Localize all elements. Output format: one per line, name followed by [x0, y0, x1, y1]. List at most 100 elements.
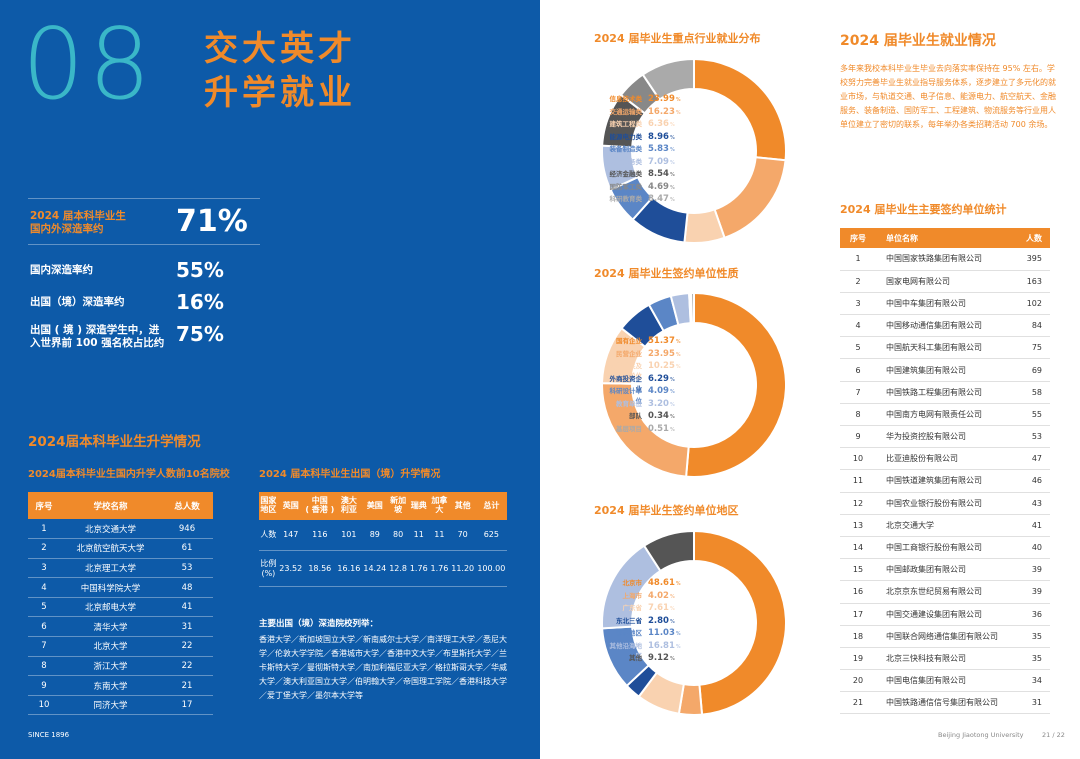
- legend-label: 外商投资企业: [609, 374, 643, 393]
- table-cell: 6: [28, 616, 60, 638]
- employment-title: 2024 届毕业生就业情况: [840, 33, 996, 49]
- divider: [28, 198, 260, 199]
- table-cell: 47: [1010, 447, 1050, 471]
- legend-label: 其他沿海地区: [609, 641, 643, 660]
- legend-label: 政府服务类: [609, 157, 643, 166]
- table-row: 1 中国国家铁路集团有限公司 395: [840, 248, 1050, 271]
- table-cell: 43: [1010, 492, 1050, 515]
- percent-sign: %: [675, 109, 681, 116]
- table-cell: 华为投资控股有限公司: [876, 425, 1010, 449]
- legend-value: 8.54: [648, 169, 669, 179]
- legend-value: 4.09: [648, 386, 669, 396]
- legend-item: 外商投资企业 6.29%: [604, 373, 734, 393]
- table-cell: 41: [1010, 514, 1050, 537]
- table-cell: 中国铁路通信信号集团有限公司: [876, 691, 1010, 715]
- legend-value: 48.61: [648, 578, 675, 588]
- table-cell: 163: [1010, 270, 1050, 293]
- percent-sign: %: [675, 339, 681, 345]
- table-cell: 6: [840, 358, 876, 382]
- legend-value: 7.61: [648, 603, 669, 613]
- universities-list: 主要出国（境）深造院校列举： 香港大学／新加坡国立大学／新南威尔士大学／南洋理工…: [259, 617, 509, 703]
- table-cell: 75: [1010, 336, 1050, 360]
- stat-value: 75%: [176, 322, 224, 346]
- table-header: 澳大 利亚: [335, 492, 362, 520]
- table-cell: 中国工商银行股份有限公司: [876, 536, 1010, 560]
- headline-stat-value: 71%: [176, 204, 248, 239]
- table-row: 9 东南大学 21: [28, 675, 213, 696]
- legend-item: 部队 0.34%: [604, 410, 734, 423]
- legend-value: 0.51: [648, 423, 669, 434]
- legend-item: 其他 9.12%: [604, 652, 734, 665]
- table-cell: 中国铁道建筑集团有限公司: [876, 469, 1010, 493]
- table-cell: 9: [840, 425, 876, 449]
- table-cell: 比亚迪股份有限公司: [876, 447, 1010, 471]
- table-header: 新加 坡: [387, 492, 409, 520]
- table-cell: 17: [161, 695, 213, 716]
- table-cell: 3: [28, 558, 60, 579]
- right-page: 2024 届毕业生重点行业就业分布 信息技术类 23.99% 交通运输类 16.23%…: [540, 0, 1080, 759]
- table-cell: 中国国家铁路集团有限公司: [876, 248, 1010, 271]
- table-cell: 北京航空航天大学: [60, 538, 161, 559]
- table-row: 7 中国铁路工程集团有限公司 58: [840, 381, 1050, 404]
- table-row: 17 中国交通建设集团有限公司 36: [840, 603, 1050, 626]
- legend-item: 党政机关及事业单位 10.25%: [604, 360, 734, 380]
- employment-text: 多年来我校本科毕业生毕业去向落实率保持在 95% 左右。学校努力完善毕业生就业指…: [840, 64, 1056, 129]
- legend-item: 交通运输类 16.23%: [604, 106, 734, 119]
- table-header: 瑞典: [408, 492, 430, 520]
- table-cell: 31: [161, 616, 213, 638]
- table-cell: 21: [840, 691, 876, 715]
- table-cell: 中国邮政集团有限公司: [876, 558, 1010, 582]
- table-cell: 北京邮电大学: [60, 597, 161, 618]
- percent-sign: %: [669, 389, 675, 395]
- legend-value: 4.02: [648, 590, 669, 601]
- domestic-table: 序号 学校名称 总人数 1 北京交通大学 946 2 北京航空航天大学 61 3 北京理工大学…: [28, 492, 213, 716]
- table-header: 美国: [361, 492, 388, 520]
- legend-label: 基层项目: [616, 424, 642, 433]
- universities-title: 主要出国（境）深造院校列举：: [259, 619, 379, 629]
- table-header: 加拿 大: [429, 492, 450, 520]
- divider: [28, 244, 260, 245]
- chapter-title-line2: 升学就业: [204, 73, 356, 113]
- employers-table: 序号 单位名称 人数 1 中国国家铁路集团有限公司 395 2 国家电网有限公司 163 3…: [840, 228, 1050, 715]
- table-cell: 9: [28, 675, 60, 696]
- table-header: 其他: [449, 492, 476, 520]
- table-cell: 39: [1010, 580, 1050, 604]
- legend-label: 经济金融类: [609, 170, 643, 178]
- table-cell: 101: [335, 520, 362, 551]
- legend-value: 51.37: [648, 336, 675, 346]
- stat-value: 16%: [176, 290, 224, 314]
- table-cell: 11: [429, 520, 450, 551]
- legend-item: 经济金融类 8.54%: [604, 168, 734, 181]
- legend-value: 11.03: [648, 628, 675, 638]
- headline-stat-label: 2024 届本科毕业生 国内外深造率约: [30, 210, 126, 236]
- table-cell: 北京京东世纪贸易有限公司: [876, 580, 1010, 604]
- table-header: 序号: [28, 492, 60, 519]
- stat-label: 出国（境）深造率约: [30, 296, 125, 308]
- table-cell: 11.20: [449, 550, 476, 587]
- table-cell: 国家电网有限公司: [876, 270, 1010, 293]
- region-legend: 北京市 48.61% 上海市 4.02% 广东省 7.61% 东北三省 2.80% 西部地区 11…: [604, 577, 734, 665]
- table-row: 16 北京京东世纪贸易有限公司 39: [840, 580, 1050, 604]
- table-row: 11 中国铁道建筑集团有限公司 46: [840, 469, 1050, 493]
- table-row: 20 中国电信集团有限公司 34: [840, 669, 1050, 693]
- legend-label: 其他: [629, 654, 642, 662]
- legend-label: 建筑工程类: [609, 120, 643, 128]
- percent-sign: %: [669, 414, 675, 420]
- legend-label: 民营企业: [616, 349, 642, 358]
- table-cell: 东南大学: [60, 675, 161, 696]
- legend-label: 装备制造类: [609, 145, 643, 153]
- table-cell: 浙江大学: [60, 656, 161, 677]
- table-cell: 13: [840, 514, 876, 537]
- table-cell: 11: [408, 520, 430, 551]
- nature-legend: 国有企业 51.37% 民营企业 23.95% 党政机关及事业单位 10.25% 外商投资企…: [604, 335, 734, 435]
- legend-item: 西部地区 11.03%: [604, 627, 734, 640]
- stat-value: 55%: [176, 258, 224, 282]
- table-cell: 5: [28, 597, 60, 618]
- legend-value: 16.81: [648, 640, 675, 651]
- table-cell: 中国交通建设集团有限公司: [876, 603, 1010, 626]
- table-cell: 84: [1010, 314, 1050, 338]
- percent-sign: %: [669, 122, 675, 128]
- table-cell: 4: [840, 314, 876, 338]
- table-cell: 中国铁路工程集团有限公司: [876, 381, 1010, 404]
- table-cell: 19: [840, 647, 876, 671]
